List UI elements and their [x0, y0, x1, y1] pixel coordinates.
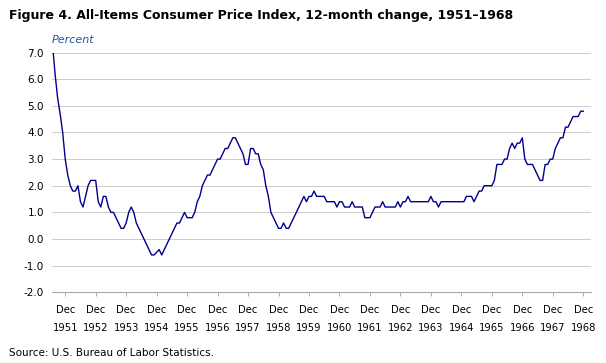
- Text: Dec: Dec: [451, 305, 471, 315]
- Text: Dec: Dec: [573, 305, 593, 315]
- Text: Dec: Dec: [269, 305, 288, 315]
- Text: 1958: 1958: [266, 323, 291, 333]
- Text: Dec: Dec: [147, 305, 166, 315]
- Text: 1955: 1955: [175, 323, 200, 333]
- Text: Dec: Dec: [208, 305, 227, 315]
- Text: Dec: Dec: [178, 305, 197, 315]
- Text: Dec: Dec: [330, 305, 349, 315]
- Text: Dec: Dec: [482, 305, 502, 315]
- Text: 1965: 1965: [479, 323, 505, 333]
- Text: Dec: Dec: [543, 305, 562, 315]
- Text: Dec: Dec: [421, 305, 441, 315]
- Text: Dec: Dec: [86, 305, 105, 315]
- Text: 1964: 1964: [448, 323, 474, 333]
- Text: 1959: 1959: [296, 323, 322, 333]
- Text: 1963: 1963: [418, 323, 444, 333]
- Text: 1957: 1957: [235, 323, 261, 333]
- Text: Dec: Dec: [56, 305, 75, 315]
- Text: 1967: 1967: [540, 323, 565, 333]
- Text: 1961: 1961: [357, 323, 382, 333]
- Text: Percent: Percent: [52, 36, 94, 45]
- Text: Dec: Dec: [513, 305, 532, 315]
- Text: 1968: 1968: [570, 323, 596, 333]
- Text: 1962: 1962: [388, 323, 413, 333]
- Text: Figure 4. All-Items Consumer Price Index, 12-month change, 1951–1968: Figure 4. All-Items Consumer Price Index…: [9, 9, 513, 22]
- Text: 1951: 1951: [53, 323, 78, 333]
- Text: Dec: Dec: [299, 305, 319, 315]
- Text: 1952: 1952: [83, 323, 108, 333]
- Text: Dec: Dec: [238, 305, 258, 315]
- Text: 1954: 1954: [144, 323, 169, 333]
- Text: Source: U.S. Bureau of Labor Statistics.: Source: U.S. Bureau of Labor Statistics.: [9, 347, 214, 358]
- Text: Dec: Dec: [360, 305, 379, 315]
- Text: Dec: Dec: [116, 305, 136, 315]
- Text: 1956: 1956: [205, 323, 230, 333]
- Text: 1960: 1960: [327, 323, 352, 333]
- Text: 1966: 1966: [510, 323, 535, 333]
- Text: Dec: Dec: [391, 305, 410, 315]
- Text: 1953: 1953: [113, 323, 139, 333]
